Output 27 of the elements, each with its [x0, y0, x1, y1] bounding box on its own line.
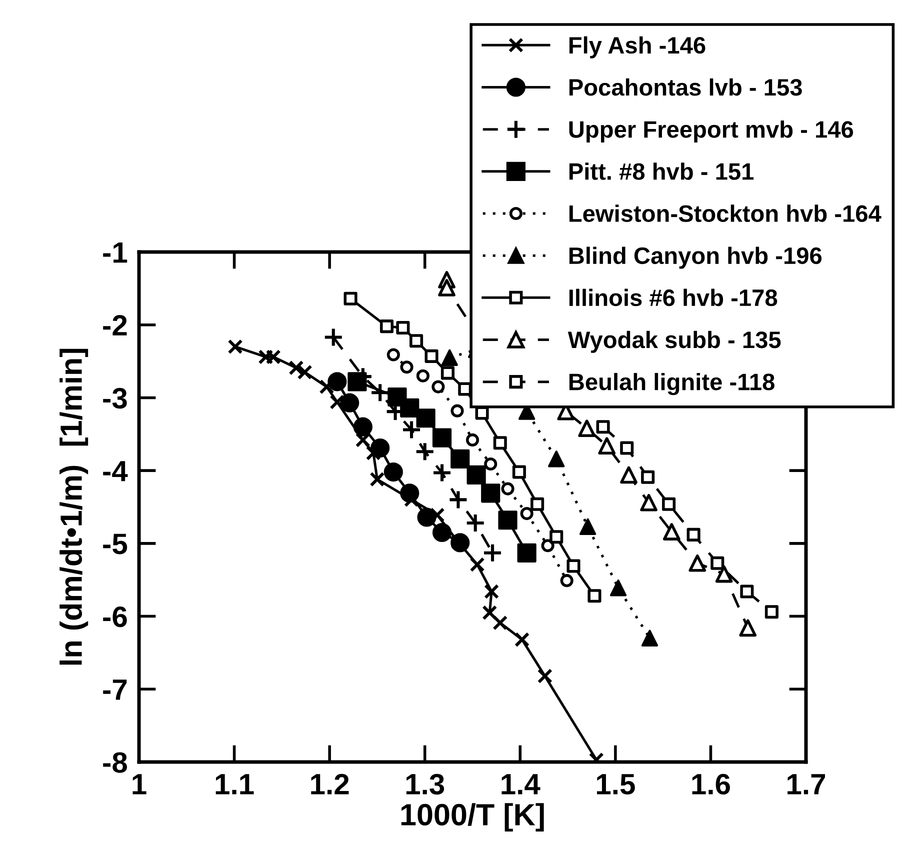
- x-tick-label: 1.7: [788, 774, 825, 794]
- legend-label: Lewiston-Stockton hvb -164: [569, 204, 882, 222]
- y-tick-label: -7: [103, 680, 127, 700]
- y-tick-label: -3: [103, 388, 127, 409]
- x-tick-label: 1.4: [502, 774, 540, 794]
- legend-label: Pitt. #8 hvb - 151: [569, 162, 754, 180]
- y-tick-label: -2: [103, 315, 127, 336]
- legend-label: Beulah lignite -118: [569, 372, 774, 396]
- y-tick-label: -1: [103, 242, 128, 263]
- x-tick-label: 1.2: [311, 774, 349, 794]
- legend-label: Fly Ash -146: [569, 36, 706, 58]
- y-tick-label: -8: [103, 752, 127, 773]
- x-tick-label: 1.1: [216, 774, 254, 794]
- x-tick-label: 1.3: [406, 774, 444, 795]
- legend-label: Illinois #6 hvb -178: [569, 288, 778, 306]
- legend-label: Blind Canyon hvb -196: [569, 246, 822, 269]
- y-axis-title: ln (dm/dt•1/m) [1/min]: [60, 348, 88, 665]
- x-tick-label: 1: [132, 774, 146, 794]
- x-tick-label: 1.6: [692, 774, 730, 795]
- legend-label: Upper Freeport mvb - 146: [569, 120, 854, 142]
- y-tick-label: -5: [103, 534, 128, 554]
- legend-label: Pocahontas lvb - 153: [569, 78, 802, 96]
- legend-label: Wyodak subb - 135: [568, 330, 781, 353]
- x-tick-label: 1.5: [596, 774, 635, 795]
- y-tick-label: -4: [103, 461, 128, 482]
- x-axis-title: 1000/T [K]: [401, 803, 544, 832]
- y-tick-label: -6: [103, 606, 127, 628]
